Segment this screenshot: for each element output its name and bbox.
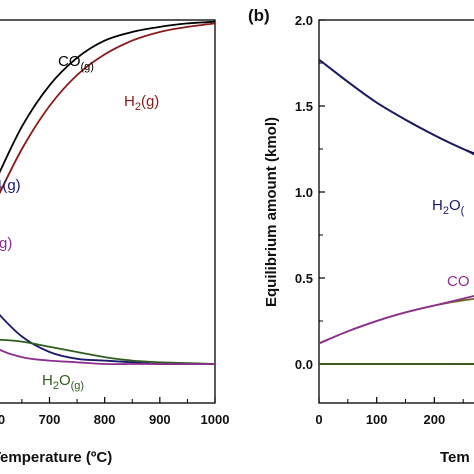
chart-a-x-tick-label: 1000 — [201, 412, 230, 427]
chart-a-x-tick-label: 800 — [94, 412, 116, 427]
chart-b-y-tick-label: 0.5 — [295, 271, 313, 286]
chart-b-series — [319, 58, 474, 366]
chart-a-series — [0, 20, 216, 366]
chart-b-series-line-1 — [319, 58, 474, 156]
chart-b-series-line-3 — [319, 295, 474, 345]
chart-b-x-tick-label: 100 — [366, 412, 388, 427]
chart-b-y-tick-label: 1.5 — [295, 99, 313, 114]
chart-b-y-axis-label: Equilibrium amount (kmol) — [263, 117, 280, 307]
chart-a-series-line-0 — [0, 20, 216, 174]
chart-b-annotation-0: H2O( — [432, 197, 465, 217]
chart-a-x-tick-label: 600 — [0, 412, 5, 427]
chart-b-y-tick-label: 1.0 — [295, 185, 313, 200]
chart-a-frame — [0, 19, 216, 404]
chart-a-x-axis-label: Temperature (ºC) — [0, 449, 112, 466]
chart-b-y-ticks: 0.0 0.5 1.0 1.5 2.0 — [295, 13, 325, 372]
chart-a-annotation-3: (g) — [0, 235, 12, 252]
chart-a-x-ticks: 5006007008009001000 — [0, 397, 229, 427]
chart-a-annotation-1: H2(g) — [124, 93, 159, 113]
chart-a-annotation-4: H2O(g) — [42, 372, 84, 392]
chart-b-x-ticks: 010020030040 — [315, 397, 464, 427]
chart-a-x-tick-label: 900 — [149, 412, 171, 427]
chart-a-x-tick-label: 700 — [39, 412, 61, 427]
chart-b-annotations: H2O( CO — [432, 197, 470, 290]
chart-a-annotations: CO(g) H2(g) 4(g) (g) H2O(g) — [0, 53, 159, 392]
chart-b-x-tick-label: 200 — [423, 412, 445, 427]
chart-b-x-tick-label: 0 — [315, 412, 322, 427]
chart-a-series-line-3 — [0, 338, 216, 365]
chart-b-frame — [318, 19, 474, 404]
chart-a-annotation-2: 4(g) — [0, 177, 21, 194]
chart-a-series-line-4 — [0, 348, 216, 366]
chart-a-series-line-1 — [0, 22, 216, 195]
chart-a-annotation-0: CO(g) — [58, 53, 94, 73]
chart-a: 5006007008009001000 CO(g)H2(g)4(g)(g)H2O… — [0, 19, 229, 466]
chart-b-panel-label: (b) — [248, 6, 270, 25]
chart-b-y-tick-label: 0.0 — [295, 357, 313, 372]
chart-a-series-line-2 — [0, 313, 216, 366]
chart-b-annotation-1: CO — [447, 273, 470, 290]
chart-b: (b) 0.00.51.01.52.0 010020030040 H2O(CO … — [248, 6, 474, 466]
chart-b-x-axis-label: Tem — [440, 449, 470, 466]
chart-b-y-tick-label: 2.0 — [295, 13, 313, 28]
